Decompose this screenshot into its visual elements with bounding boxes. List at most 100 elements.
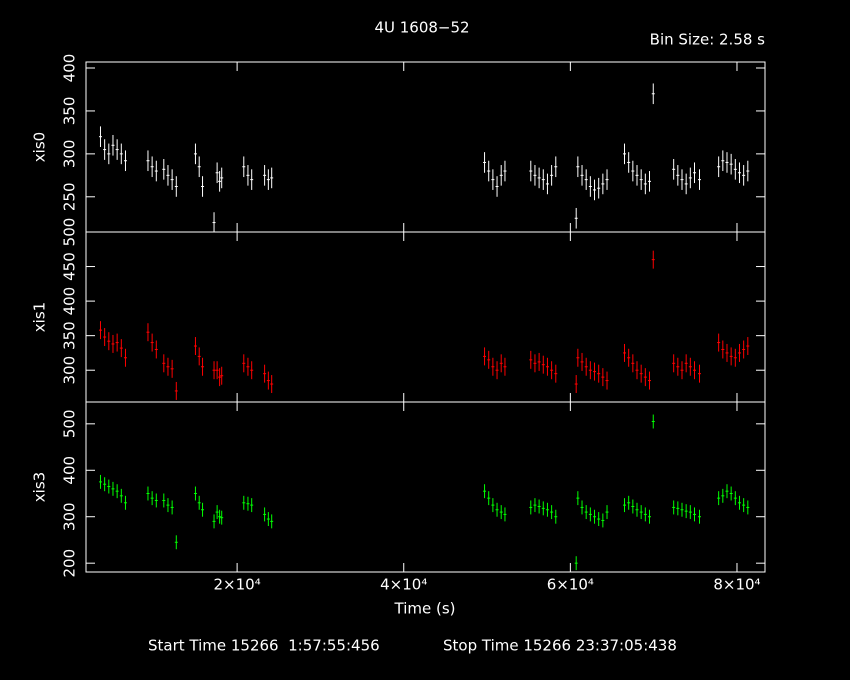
- data-point: [584, 169, 588, 190]
- data-point: [550, 361, 554, 380]
- data-point: [580, 352, 584, 371]
- data-point: [635, 361, 639, 380]
- data-point: [220, 366, 224, 385]
- data-point: [193, 486, 197, 501]
- y-tick-label: 350: [61, 321, 79, 350]
- data-point: [218, 509, 222, 524]
- data-point: [541, 501, 545, 516]
- data-point: [623, 498, 627, 513]
- data-point: [635, 502, 639, 517]
- data-point: [483, 152, 487, 173]
- data-point: [483, 347, 487, 366]
- data-point: [246, 165, 250, 186]
- data-point: [545, 357, 549, 376]
- data-point: [746, 500, 750, 515]
- data-point: [550, 505, 554, 520]
- data-point: [605, 505, 609, 520]
- data-point: [717, 491, 721, 506]
- data-point: [246, 496, 250, 511]
- data-point: [651, 414, 655, 429]
- y-tick-label: 500: [61, 410, 79, 439]
- data-point: [729, 486, 733, 501]
- data-point: [680, 169, 684, 190]
- data-point: [597, 177, 601, 199]
- stop-time: Stop Time 15266 23:37:05:438: [443, 637, 677, 655]
- data-point: [601, 513, 605, 528]
- data-point: [688, 357, 692, 376]
- y-tick-label: 200: [61, 549, 79, 578]
- bin-size: Bin Size: 2.58 s: [650, 31, 766, 49]
- data-point: [266, 512, 270, 527]
- data-point: [146, 150, 150, 172]
- data-point: [201, 357, 205, 376]
- data-point: [648, 371, 652, 390]
- data-point: [737, 162, 741, 184]
- data-point: [193, 337, 197, 356]
- data-point: [651, 83, 655, 105]
- data-point: [250, 498, 254, 513]
- data-point: [150, 333, 154, 352]
- y-tick-label: 300: [61, 502, 79, 531]
- data-point: [692, 507, 696, 522]
- data-point: [162, 159, 166, 180]
- data-point: [246, 357, 250, 376]
- data-point: [487, 160, 491, 182]
- data-point: [98, 474, 102, 489]
- data-point: [574, 207, 578, 229]
- data-point: [503, 357, 507, 376]
- data-point: [220, 510, 224, 525]
- data-point: [729, 153, 733, 175]
- panel-frame: [85, 401, 766, 573]
- data-point: [111, 334, 115, 353]
- data-point: [742, 498, 746, 513]
- data-point: [717, 333, 721, 352]
- data-point: [487, 350, 491, 369]
- data-point: [193, 143, 197, 165]
- y-tick-label: 300: [61, 356, 79, 385]
- x-axis-label: Time (s): [394, 600, 456, 618]
- data-point: [597, 364, 601, 383]
- data-point: [154, 160, 158, 182]
- data-point: [601, 368, 605, 387]
- data-point: [676, 501, 680, 516]
- data-point: [197, 156, 201, 178]
- data-point: [601, 173, 605, 195]
- data-point: [684, 354, 688, 373]
- data-point: [680, 361, 684, 380]
- data-point: [146, 323, 150, 342]
- data-point: [537, 499, 541, 514]
- data-point: [721, 340, 725, 359]
- start-time: Start Time 15266 1:57:55:456: [148, 637, 380, 655]
- data-point: [554, 364, 558, 383]
- data-point: [491, 169, 495, 190]
- data-point: [154, 340, 158, 359]
- data-point: [541, 169, 545, 190]
- data-point: [631, 160, 635, 182]
- data-point: [119, 488, 123, 503]
- data-point: [533, 498, 537, 513]
- data-point: [174, 381, 178, 400]
- data-point: [495, 176, 499, 197]
- data-point: [733, 159, 737, 180]
- data-point: [263, 364, 267, 383]
- data-point: [250, 361, 254, 380]
- data-point: [174, 535, 178, 550]
- data-point: [742, 165, 746, 186]
- data-point: [746, 160, 750, 182]
- data-point: [697, 509, 701, 524]
- data-point: [627, 495, 631, 510]
- data-point: [174, 176, 178, 197]
- data-point: [166, 165, 170, 186]
- data-point: [639, 169, 643, 190]
- data-point: [593, 362, 597, 381]
- data-point: [672, 159, 676, 180]
- data-point: [692, 162, 696, 184]
- data-point: [103, 477, 107, 492]
- y-tick-label: 400: [61, 54, 79, 83]
- data-point: [574, 556, 578, 571]
- y-tick-label: 300: [61, 140, 79, 169]
- data-point: [150, 491, 154, 506]
- data-point: [746, 337, 750, 356]
- data-point: [263, 507, 267, 522]
